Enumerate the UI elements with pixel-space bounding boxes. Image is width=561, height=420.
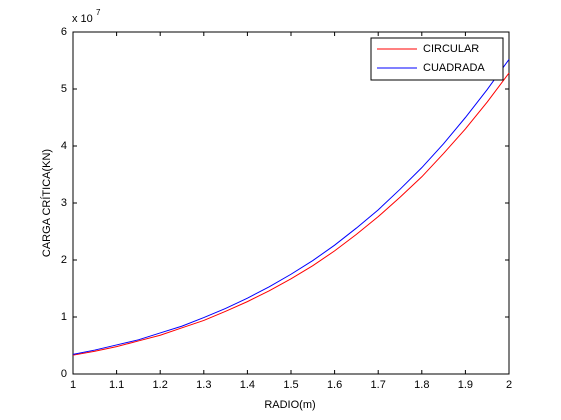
x-tick-label: 1.9 bbox=[458, 379, 473, 391]
y-tick-label: 4 bbox=[61, 140, 67, 152]
x-tick-label: 1.2 bbox=[153, 379, 168, 391]
y-tick-label: 2 bbox=[61, 254, 67, 266]
legend-box bbox=[370, 37, 504, 81]
series-line bbox=[72, 59, 510, 355]
x-tick-label: 1.8 bbox=[414, 379, 429, 391]
x-tick-label: 2 bbox=[506, 379, 512, 391]
x-tick-label: 1.3 bbox=[196, 379, 211, 391]
y-tick-label: 5 bbox=[61, 83, 67, 95]
x-tick-label: 1.4 bbox=[240, 379, 255, 391]
x-tick-label: 1.1 bbox=[109, 379, 124, 391]
x-tick-label: 1.5 bbox=[283, 379, 298, 391]
legend-label: CIRCULAR bbox=[423, 43, 479, 55]
x-tick-label: 1.6 bbox=[327, 379, 342, 391]
plot-frame bbox=[72, 31, 510, 375]
x-tick-label: 1.7 bbox=[371, 379, 386, 391]
y-tick-label: 0 bbox=[61, 368, 67, 380]
y-tick-label: 6 bbox=[61, 26, 67, 38]
legend-label: CUADRADA bbox=[423, 62, 485, 74]
y-axis-label: CARGA CRÍTICA(KN) bbox=[40, 149, 53, 257]
y-multiplier: x 10 bbox=[72, 13, 93, 25]
x-axis-label: RADIO(m) bbox=[264, 399, 315, 411]
y-tick-label: 3 bbox=[61, 197, 67, 209]
y-tick-label: 1 bbox=[61, 311, 67, 323]
x-tick-label: 1 bbox=[70, 379, 76, 391]
series-line bbox=[72, 72, 510, 356]
y-multiplier-exponent: 7 bbox=[96, 8, 101, 17]
